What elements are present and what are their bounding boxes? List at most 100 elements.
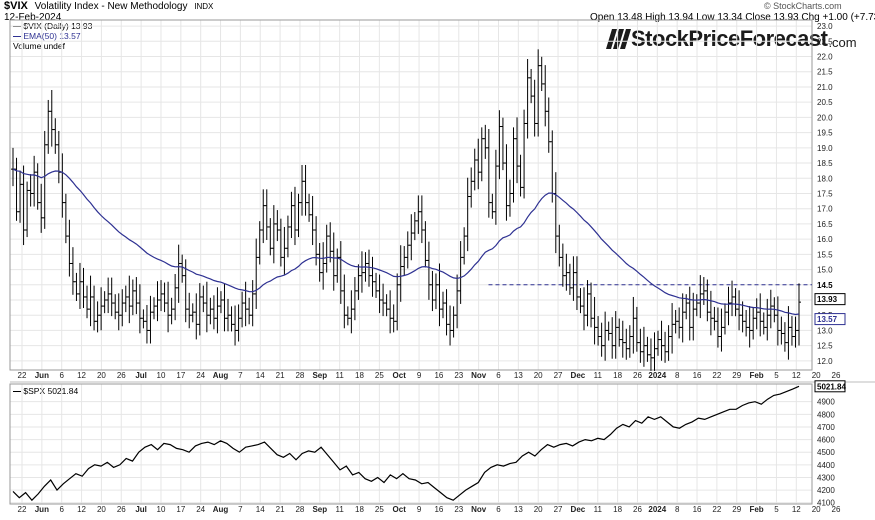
spx-x-tick: 14 [256, 505, 265, 514]
spx-legend-label: $SPX 5021.84 [23, 386, 79, 396]
logo-text: StockPriceForecast [631, 26, 828, 51]
vix-x-tick: Jul [135, 371, 147, 380]
vix-x-tick: 22 [18, 371, 27, 380]
vix-y-tick: 17.5 [817, 189, 833, 198]
ema-legend-label: EMA(50) 13.57 [23, 31, 81, 41]
grid-lines [10, 20, 812, 504]
spx-x-tick: 6 [496, 505, 501, 514]
spx-x-tick: 20 [812, 505, 821, 514]
vix-x-tick: 20 [97, 371, 106, 380]
spx-x-tick: Feb [749, 505, 763, 514]
ema-line [12, 168, 800, 316]
site-logo: StockPriceForecast .com [605, 26, 857, 52]
spx-x-tick: 13 [514, 505, 523, 514]
vix-last-price-tag: 13.93 [817, 295, 838, 304]
spx-x-tick: 21 [276, 505, 285, 514]
vix-x-tick: Nov [471, 371, 487, 380]
vix-y-tick: 22.5 [817, 37, 833, 46]
vix-x-tick: 26 [832, 371, 841, 380]
vix-y-tick: 15.5 [817, 250, 833, 259]
spx-line [12, 385, 800, 502]
open-value: 13.48 [617, 12, 643, 23]
spx-x-tick: 18 [613, 505, 622, 514]
spx-x-tick: 22 [18, 505, 27, 514]
vix-x-tick: 26 [117, 371, 126, 380]
spx-x-tick: 26 [832, 505, 841, 514]
vix-legend-swatch [13, 26, 21, 28]
high-value: 13.94 [668, 12, 694, 23]
logo-stripes-icon [606, 29, 631, 49]
spx-y-tick: 4900 [817, 398, 835, 407]
spx-x-tick: 7 [238, 505, 243, 514]
vix-x-tick: 8 [675, 371, 680, 380]
vix-x-tick: 14 [256, 371, 265, 380]
spx-y-tick: 4200 [817, 486, 835, 495]
spx-x-tick: 5 [774, 505, 779, 514]
spx-x-tick: 23 [454, 505, 463, 514]
spx-x-tick: 28 [295, 505, 304, 514]
spx-x-tick: Oct [393, 505, 407, 514]
vix-panel-frame [9, 19, 813, 371]
spx-x-tick: 11 [594, 505, 603, 514]
vix-ohlc-bars [11, 49, 801, 371]
spx-last-price-tag-box [814, 380, 846, 393]
vix-x-tick: Oct [393, 371, 407, 380]
volume-legend: Volume undef [13, 41, 65, 51]
vix-y-tick: 12.5 [817, 342, 833, 351]
vix-x-tick: 2024 [648, 371, 666, 380]
spx-x-tick: 26 [117, 505, 126, 514]
spx-x-tick: Dec [571, 505, 586, 514]
vix-x-tick: 12 [792, 371, 801, 380]
vix-x-tick: Feb [749, 371, 763, 380]
spx-x-tick: 6 [59, 505, 64, 514]
vix-y-tick: 20.0 [817, 113, 833, 122]
vix-x-tick: 6 [59, 371, 64, 380]
chg-value: +1.00 (+7.73%) [822, 12, 875, 23]
vix-last-price-tag-box [814, 293, 846, 306]
spx-price-line [12, 385, 800, 502]
spx-x-tick: 26 [633, 505, 642, 514]
vix-x-tick: Dec [571, 371, 586, 380]
spx-x-tick: 9 [417, 505, 422, 514]
vix-x-tick: 28 [295, 371, 304, 380]
vix-x-tick: 7 [238, 371, 243, 380]
spx-x-tick: 22 [712, 505, 721, 514]
ema50-line [12, 168, 800, 316]
vix-y-tick: 21.5 [817, 68, 833, 77]
vix-y-tick: 21.0 [817, 83, 833, 92]
vix-x-tick: 21 [276, 371, 285, 380]
spx-x-tick: 8 [675, 505, 680, 514]
vix-y-tick: 15.0 [817, 266, 833, 275]
vix-x-tick: 6 [496, 371, 501, 380]
open-label: Open [590, 12, 615, 23]
spx-x-tick: 25 [375, 505, 384, 514]
vix-y-tick: 19.0 [817, 144, 833, 153]
vix-y-tick: 22.0 [817, 53, 833, 62]
spx-x-tick: 24 [196, 505, 205, 514]
symbol-full-name: Volatility Index - New Methodology [34, 1, 188, 12]
close-value: 13.93 [773, 12, 799, 23]
vix-x-tick: 23 [454, 371, 463, 380]
vix-x-tick: 11 [594, 371, 603, 380]
vix-x-tick: 17 [176, 371, 185, 380]
vix-x-tick: 24 [196, 371, 205, 380]
vix-x-tick: 16 [434, 371, 443, 380]
spx-x-tick: 20 [534, 505, 543, 514]
vix-x-tick: 20 [812, 371, 821, 380]
vix-x-tick: 16 [693, 371, 702, 380]
spx-x-tick: 27 [554, 505, 563, 514]
logo-domain: .com [828, 34, 857, 50]
price-tags: 14.5 13.93 13.57 5021.84 [814, 278, 846, 393]
spx-y-tick: 4700 [817, 423, 835, 432]
chart-header-left: $VIX Volatility Index - New Methodology … [4, 1, 213, 13]
vix-x-tick: 27 [554, 371, 563, 380]
spx-y-tick: 4600 [817, 436, 835, 445]
volume-legend-label: Volume undef [13, 41, 65, 51]
vix-x-tick: 20 [534, 371, 543, 380]
spx-x-tick: 17 [176, 505, 185, 514]
vix-y-tick: 20.5 [817, 98, 833, 107]
spx-legend: $SPX 5021.84 [13, 386, 78, 396]
vix-x-tick: 9 [417, 371, 422, 380]
brand-credit: © StockCharts.com [764, 1, 842, 11]
vix-x-tick: 13 [514, 371, 523, 380]
